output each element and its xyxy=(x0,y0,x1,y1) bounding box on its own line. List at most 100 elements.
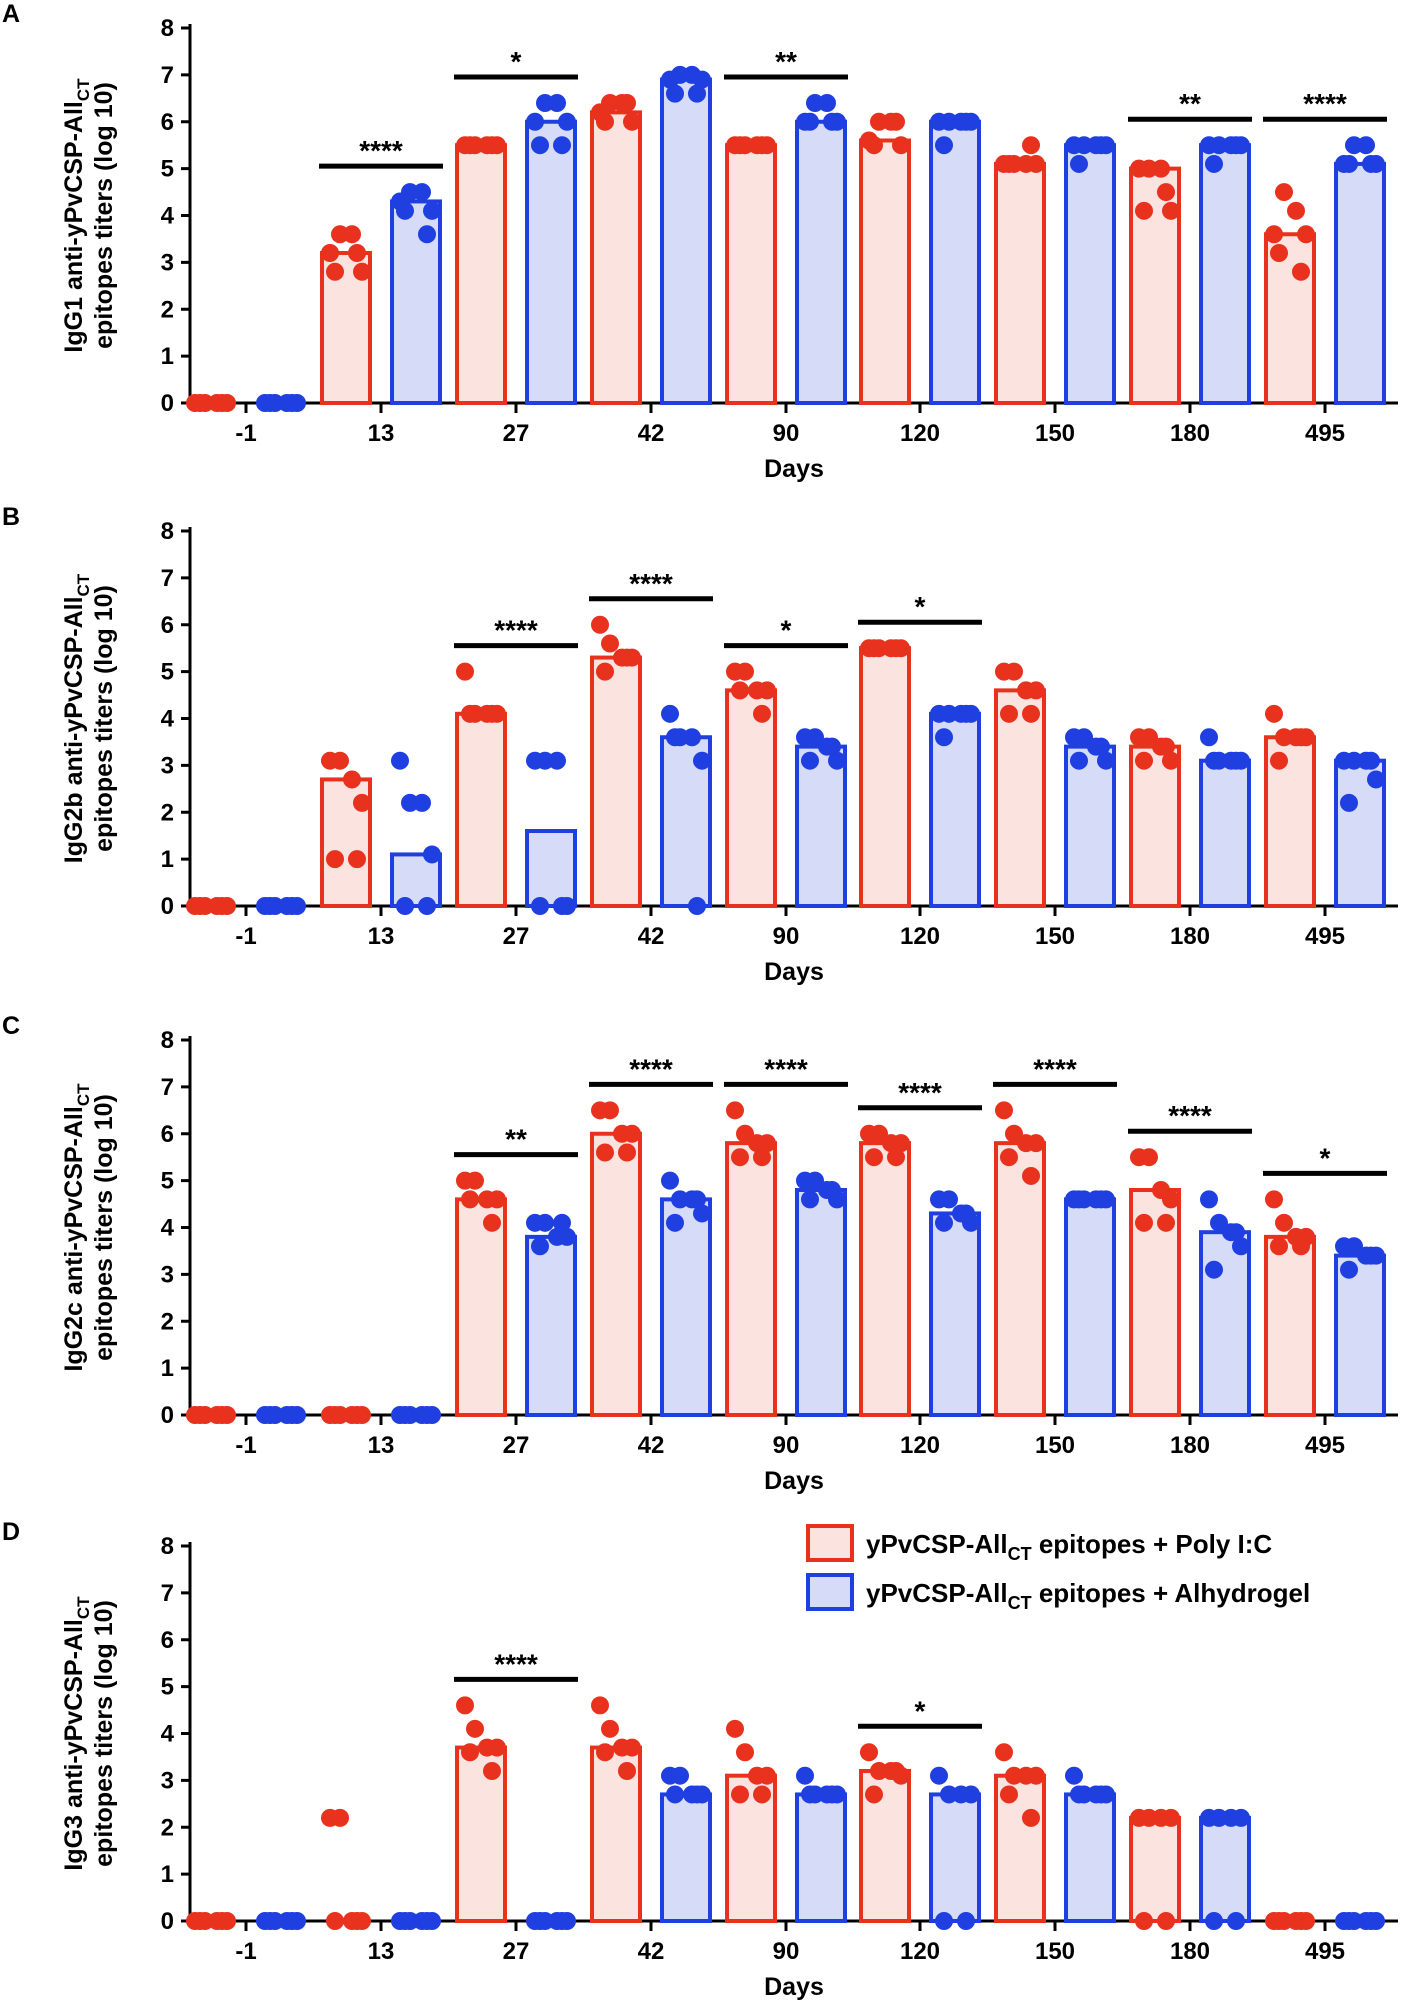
point-poly-ic xyxy=(1005,662,1023,681)
bar-alhydrogel xyxy=(1334,161,1386,405)
point-alhydrogel xyxy=(1227,1223,1245,1242)
point-poly-ic xyxy=(326,262,344,281)
point-poly-ic xyxy=(1135,201,1153,220)
bar-alhydrogel xyxy=(660,1197,712,1417)
point-poly-ic xyxy=(1027,1134,1045,1153)
point-poly-ic xyxy=(726,1719,744,1738)
bar-alhydrogel xyxy=(1199,1815,1251,1923)
point-alhydrogel xyxy=(1205,1912,1223,1930)
point-poly-ic xyxy=(865,136,883,155)
bar-alhydrogel xyxy=(1064,143,1116,405)
x-tick-label: -1 xyxy=(235,923,256,950)
point-poly-ic xyxy=(343,225,361,244)
point-poly-ic xyxy=(348,1406,366,1424)
y-axis-title: IgG2c anti-yPvCSP-AllCT xyxy=(60,1083,93,1372)
point-poly-ic xyxy=(887,1148,905,1167)
point-alhydrogel xyxy=(818,94,836,112)
bar-alhydrogel xyxy=(795,119,847,405)
x-tick-label: 27 xyxy=(503,1938,530,1965)
point-poly-ic xyxy=(483,1762,501,1780)
point-poly-ic xyxy=(1027,154,1045,173)
x-tick-label: 13 xyxy=(368,923,395,950)
point-alhydrogel xyxy=(1200,1190,1218,1209)
point-alhydrogel xyxy=(261,394,279,412)
point-poly-ic xyxy=(1292,728,1310,747)
y-tick-label: 8 xyxy=(161,1027,174,1054)
point-poly-ic xyxy=(892,1134,910,1153)
y-tick-label: 4 xyxy=(161,203,175,230)
point-poly-ic xyxy=(1135,751,1153,770)
point-alhydrogel xyxy=(553,1912,571,1930)
bar-alhydrogel xyxy=(929,119,981,405)
y-tick-label: 1 xyxy=(161,343,174,370)
point-poly-ic xyxy=(213,394,231,412)
point-poly-ic xyxy=(731,1785,749,1804)
y-tick-label: 5 xyxy=(161,1674,174,1701)
point-alhydrogel xyxy=(1070,751,1088,770)
point-poly-ic xyxy=(591,615,609,634)
point-alhydrogel xyxy=(1362,1912,1380,1930)
y-tick-label: 1 xyxy=(161,846,174,873)
point-alhydrogel xyxy=(1362,154,1380,173)
point-alhydrogel xyxy=(1227,1912,1245,1930)
point-alhydrogel xyxy=(823,1785,841,1804)
y-tick-label: 7 xyxy=(161,565,174,592)
point-poly-ic xyxy=(596,112,614,131)
point-poly-ic xyxy=(623,1738,641,1757)
point-poly-ic xyxy=(865,1785,883,1804)
point-alhydrogel xyxy=(828,751,846,770)
point-poly-ic xyxy=(618,1143,636,1162)
x-axis-title: Days xyxy=(764,1973,824,2001)
point-alhydrogel xyxy=(558,112,576,131)
point-poly-ic xyxy=(1162,201,1180,220)
point-alhydrogel xyxy=(418,1912,436,1930)
point-poly-ic xyxy=(1140,1148,1158,1167)
bar-poly-ic xyxy=(859,1141,911,1417)
significance-label: **** xyxy=(629,568,673,599)
y-tick-label: 0 xyxy=(161,893,174,920)
bar-poly-ic xyxy=(994,161,1046,405)
point-poly-ic xyxy=(887,112,905,131)
point-poly-ic xyxy=(321,244,339,262)
significance-label: * xyxy=(1320,1142,1331,1173)
x-tick-label: 495 xyxy=(1305,1432,1345,1459)
y-tick-label: 6 xyxy=(161,612,174,639)
point-alhydrogel xyxy=(396,1406,414,1424)
x-tick-label: 42 xyxy=(638,923,665,950)
x-tick-label: 27 xyxy=(503,1432,530,1459)
point-poly-ic xyxy=(860,1743,878,1762)
point-alhydrogel xyxy=(823,737,841,756)
point-alhydrogel xyxy=(823,112,841,131)
point-alhydrogel xyxy=(553,897,571,915)
significance-label: * xyxy=(511,46,522,77)
point-poly-ic xyxy=(1157,737,1175,756)
bar-alhydrogel xyxy=(660,1792,712,1923)
point-alhydrogel xyxy=(261,1912,279,1930)
point-alhydrogel xyxy=(666,84,684,103)
bar-poly-ic xyxy=(590,110,642,405)
point-poly-ic xyxy=(191,1406,209,1424)
point-alhydrogel xyxy=(683,728,701,747)
point-poly-ic xyxy=(618,1762,636,1780)
point-poly-ic xyxy=(623,1124,641,1143)
y-tick-label: 5 xyxy=(161,659,174,686)
point-alhydrogel xyxy=(1200,728,1218,747)
point-poly-ic xyxy=(488,1738,506,1757)
point-alhydrogel xyxy=(688,1190,706,1209)
x-tick-label: 120 xyxy=(900,420,940,447)
point-alhydrogel xyxy=(413,793,431,812)
point-alhydrogel xyxy=(1205,1260,1223,1279)
point-alhydrogel xyxy=(940,1190,958,1209)
point-alhydrogel xyxy=(671,1766,689,1785)
y-tick-label: 7 xyxy=(161,62,174,89)
legend-label-poly-ic: yPvCSP-AllCT epitopes + Poly I:C xyxy=(866,1529,1272,1564)
bar-poly-ic xyxy=(455,1197,507,1417)
significance-label: ** xyxy=(505,1124,527,1155)
point-poly-ic xyxy=(887,1762,905,1780)
x-tick-label: 120 xyxy=(900,1938,940,1965)
point-alhydrogel xyxy=(1340,154,1358,173)
point-alhydrogel xyxy=(935,1912,953,1930)
point-poly-ic xyxy=(753,1785,771,1804)
point-poly-ic xyxy=(618,648,636,667)
